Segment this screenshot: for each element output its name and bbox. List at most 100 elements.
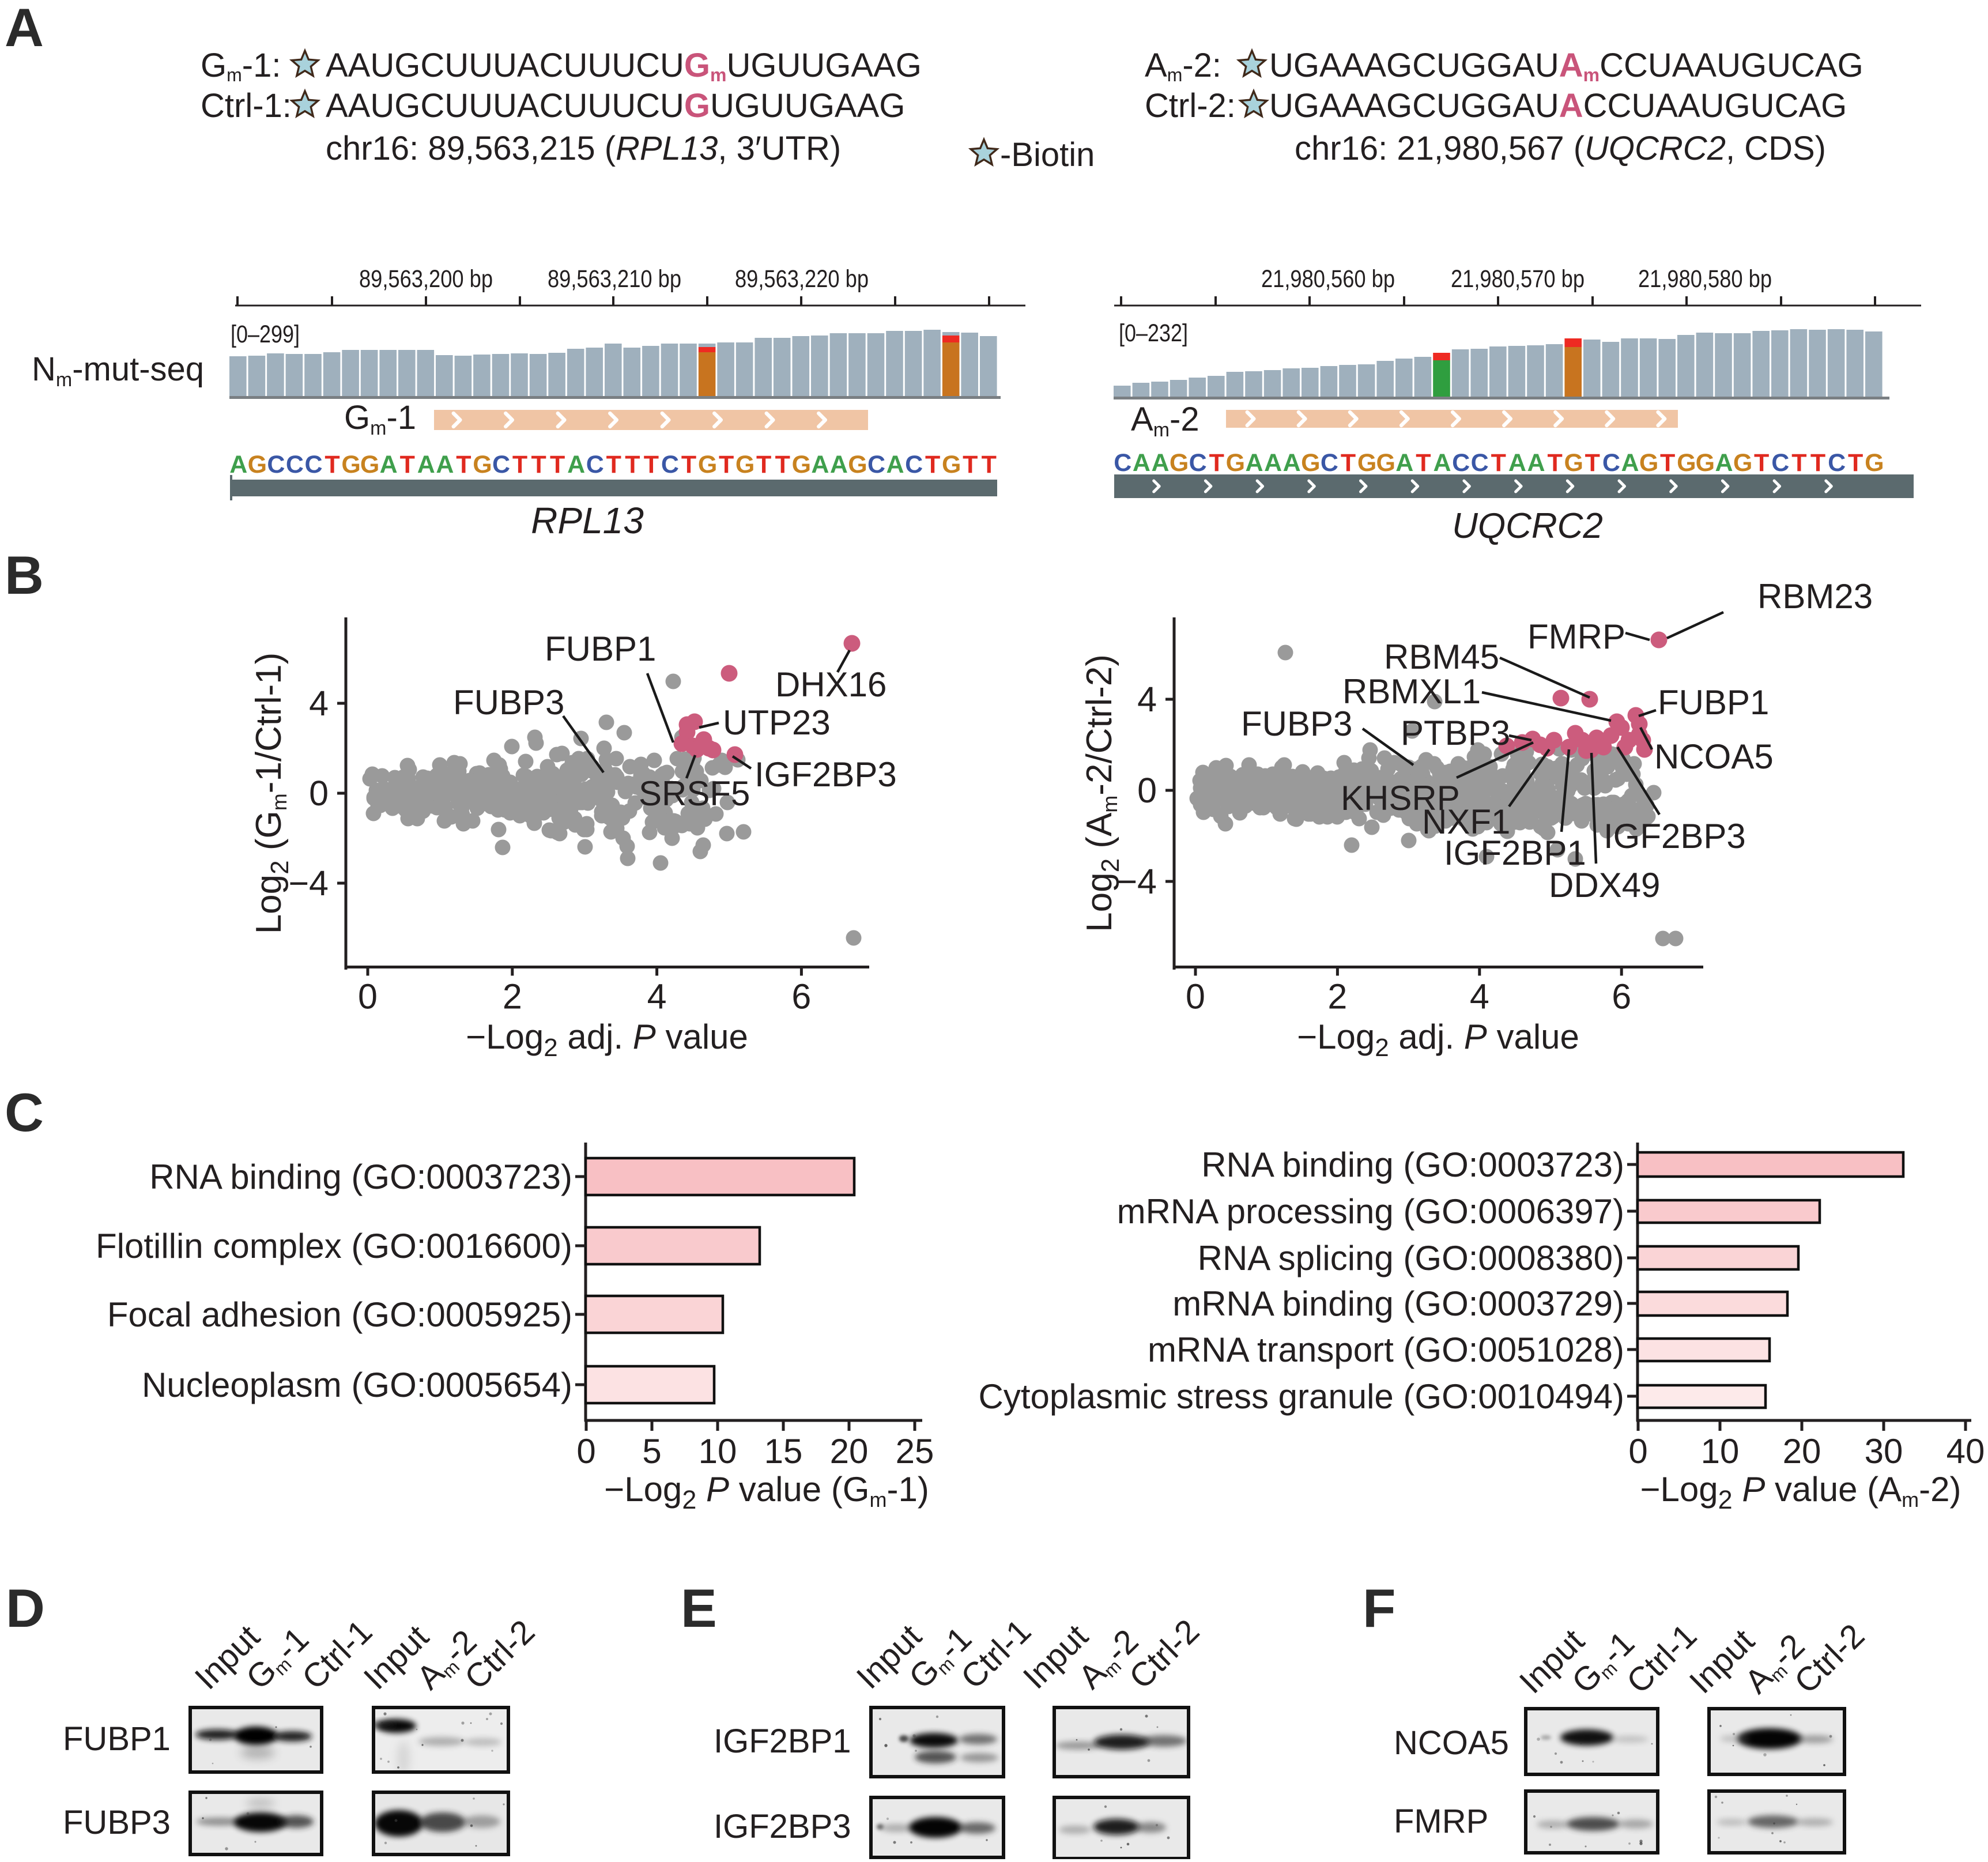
- svg-text:G: G: [1564, 449, 1583, 477]
- svg-text:A: A: [830, 451, 848, 478]
- svg-text:AAUGCUUUACUUUCUGUGUUGAAG: AAUGCUUUACUUUCUGUGUUGAAG: [326, 87, 905, 125]
- svg-text:C: C: [905, 451, 923, 478]
- svg-text:T: T: [1585, 449, 1600, 477]
- svg-text:0: 0: [1628, 1432, 1647, 1471]
- svg-text:A: A: [1508, 449, 1526, 477]
- svg-text:RBMXL1: RBMXL1: [1342, 672, 1481, 711]
- svg-text:FUBP1: FUBP1: [1658, 683, 1769, 722]
- svg-text:T: T: [400, 451, 415, 478]
- svg-text:G: G: [1170, 449, 1189, 477]
- svg-text:[0–232]: [0–232]: [1119, 319, 1188, 347]
- svg-text:C: C: [1321, 449, 1338, 477]
- svg-text:T: T: [1754, 449, 1769, 477]
- svg-text:A: A: [229, 451, 247, 478]
- svg-text:C: C: [286, 451, 304, 478]
- svg-text:2: 2: [1327, 977, 1347, 1016]
- svg-text:C: C: [1189, 449, 1207, 477]
- svg-text:4: 4: [309, 684, 329, 723]
- svg-text:FMRP: FMRP: [1527, 617, 1625, 656]
- svg-text:Nucleoplasm (GO:0005654): Nucleoplasm (GO:0005654): [142, 1366, 572, 1404]
- svg-text:A: A: [417, 451, 435, 478]
- svg-text:T: T: [681, 451, 696, 478]
- svg-text:G: G: [1677, 449, 1696, 477]
- svg-text:IGF2BP1: IGF2BP1: [714, 1722, 851, 1760]
- svg-text:25: 25: [896, 1432, 934, 1471]
- svg-text:A: A: [811, 451, 829, 478]
- svg-text:T: T: [456, 451, 471, 478]
- svg-text:Log2 (Gm-1/Ctrl-1): Log2 (Gm-1/Ctrl-1): [249, 653, 294, 934]
- svg-text:C: C: [492, 451, 510, 478]
- svg-text:FUBP1: FUBP1: [545, 630, 656, 668]
- svg-text:T: T: [1791, 449, 1806, 477]
- svg-text:C: C: [1114, 449, 1131, 477]
- svg-text:T: T: [1416, 449, 1431, 477]
- svg-text:FUBP1: FUBP1: [63, 1720, 171, 1758]
- svg-text:0: 0: [576, 1432, 595, 1471]
- svg-text:Focal adhesion (GO:0005925): Focal adhesion (GO:0005925): [107, 1295, 572, 1334]
- svg-text:21,980,580 bp: 21,980,580 bp: [1638, 265, 1772, 293]
- svg-text:E: E: [681, 1578, 717, 1638]
- svg-text:−Log2 adj. P value: −Log2 adj. P value: [466, 1017, 748, 1062]
- svg-text:RBM45: RBM45: [1384, 638, 1499, 676]
- svg-text:C: C: [661, 451, 679, 478]
- svg-text:Ctrl-1:: Ctrl-1:: [201, 87, 292, 125]
- svg-text:10: 10: [1701, 1432, 1740, 1471]
- svg-text:SRSF5: SRSF5: [639, 774, 750, 813]
- svg-text:G: G: [248, 451, 267, 478]
- svg-text:−Log2 adj. P value: −Log2 adj. P value: [1297, 1017, 1579, 1062]
- svg-text:chr16: 89,563,215 (RPL13, 3′UT: chr16: 89,563,215 (RPL13, 3′UTR): [326, 130, 841, 167]
- svg-text:20: 20: [1783, 1432, 1821, 1471]
- svg-text:89,563,200 bp: 89,563,200 bp: [359, 265, 493, 293]
- svg-text:21,980,570 bp: 21,980,570 bp: [1451, 265, 1585, 293]
- svg-text:A: A: [380, 451, 398, 478]
- svg-text:A: A: [567, 451, 585, 478]
- svg-text:UQCRC2: UQCRC2: [1452, 506, 1603, 546]
- svg-text:T: T: [1810, 449, 1825, 477]
- svg-text:A: A: [1715, 449, 1733, 477]
- svg-text:B: B: [5, 545, 44, 605]
- svg-text:A: A: [5, 0, 44, 58]
- svg-text:−4: −4: [1116, 862, 1157, 901]
- svg-text:T: T: [982, 451, 997, 478]
- svg-text:C: C: [1471, 449, 1489, 477]
- svg-text:T: T: [775, 451, 790, 478]
- svg-text:A: A: [1621, 449, 1639, 477]
- svg-text:5: 5: [642, 1432, 661, 1471]
- svg-text:C: C: [5, 1082, 44, 1143]
- svg-text:RNA splicing (GO:0008380): RNA splicing (GO:0008380): [1198, 1239, 1624, 1277]
- svg-text:Log2 (Am-2/Ctrl-2): Log2 (Am-2/Ctrl-2): [1080, 654, 1125, 932]
- svg-text:0: 0: [1137, 771, 1157, 810]
- svg-text:20: 20: [830, 1432, 869, 1471]
- svg-text:21,980,560 bp: 21,980,560 bp: [1261, 265, 1395, 293]
- svg-text:mRNA transport (GO:0051028): mRNA transport (GO:0051028): [1148, 1330, 1624, 1369]
- svg-text:A: A: [887, 451, 904, 478]
- svg-text:89,563,220 bp: 89,563,220 bp: [735, 265, 869, 293]
- svg-text:4: 4: [1470, 977, 1489, 1016]
- svg-text:0: 0: [358, 977, 378, 1016]
- svg-text:chr16: 21,980,567 (UQCRC2, CDS: chr16: 21,980,567 (UQCRC2, CDS): [1295, 130, 1826, 167]
- svg-text:A: A: [1527, 449, 1545, 477]
- svg-text:0: 0: [309, 774, 329, 813]
- svg-text:T: T: [719, 451, 734, 478]
- svg-text:T: T: [925, 451, 940, 478]
- svg-text:Cytoplasmic stress granule (GO: Cytoplasmic stress granule (GO:0010494): [979, 1377, 1625, 1416]
- svg-text:40: 40: [1946, 1432, 1985, 1471]
- svg-text:T: T: [325, 451, 339, 478]
- svg-text:A: A: [1283, 449, 1301, 477]
- svg-text:T: T: [1660, 449, 1675, 477]
- svg-text:T: T: [1848, 449, 1863, 477]
- svg-text:T: T: [606, 451, 621, 478]
- svg-text:F: F: [1363, 1578, 1395, 1638]
- svg-text:6: 6: [791, 977, 811, 1016]
- svg-text:T: T: [644, 451, 659, 478]
- svg-text:0: 0: [1186, 977, 1205, 1016]
- svg-text:RPL13: RPL13: [531, 500, 644, 541]
- svg-text:AAUGCUUUACUUUCUGmUGUUGAAG: AAUGCUUUACUUUCUGmUGUUGAAG: [326, 47, 922, 85]
- svg-text:NCOA5: NCOA5: [1654, 737, 1774, 776]
- svg-text:−4: −4: [288, 864, 329, 903]
- svg-text:C: C: [267, 451, 285, 478]
- svg-text:6: 6: [1612, 977, 1631, 1016]
- svg-text:DDX49: DDX49: [1549, 866, 1660, 904]
- svg-text:G: G: [360, 451, 379, 478]
- svg-text:UGAAAGCUGGAUACCUAAUGUCAG: UGAAAGCUGGAUACCUAAUGUCAG: [1269, 87, 1847, 125]
